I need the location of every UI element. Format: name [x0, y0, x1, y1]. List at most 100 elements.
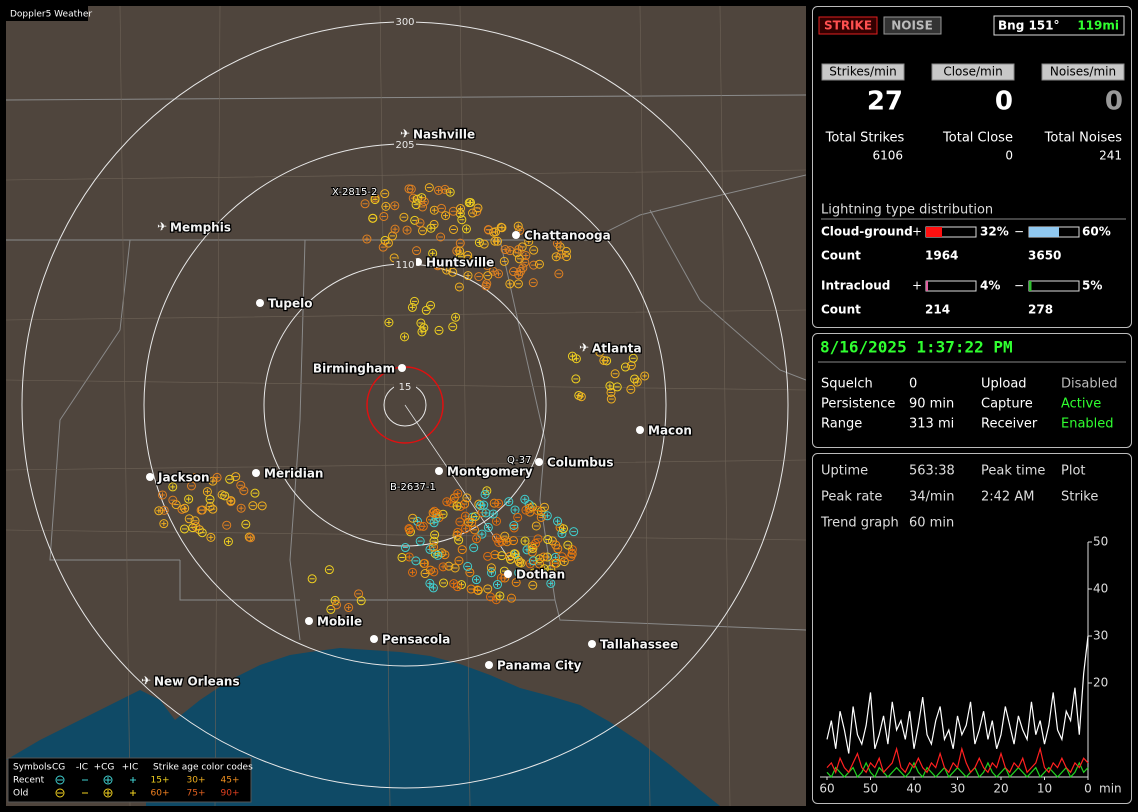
- strike-symbol: [489, 227, 499, 237]
- strike-symbol: [324, 565, 334, 575]
- percent-bar: [926, 227, 942, 237]
- city-name: Macon: [648, 424, 692, 438]
- strike-tag-text: STRIKE: [824, 19, 872, 33]
- legend-title: Symbols: [13, 763, 52, 773]
- strike-symbol: [554, 269, 564, 279]
- rate-header-text: Noises/min: [1050, 65, 1116, 79]
- strike-symbol: [494, 498, 504, 508]
- ring-label: 110: [395, 260, 414, 271]
- strike-symbol: [434, 325, 444, 335]
- minus-sign: −: [1014, 279, 1024, 293]
- bearing: Bng 151°: [998, 19, 1060, 33]
- strike-symbol: [559, 557, 569, 567]
- noise-tag: [883, 16, 942, 35]
- strike-symbol: [452, 501, 462, 511]
- strike-symbol: [244, 532, 254, 542]
- strike-symbol: [479, 239, 489, 249]
- strike-symbol: [502, 537, 512, 547]
- strike-symbol: [344, 603, 354, 613]
- strike-symbol: [516, 558, 526, 568]
- strike-symbol: [428, 248, 438, 258]
- strike-symbol: [483, 225, 493, 235]
- strike-symbol: [384, 317, 394, 327]
- total-value: 6106: [872, 149, 903, 163]
- strike-symbol: [168, 482, 178, 492]
- strike-symbol: [220, 491, 230, 501]
- strike-symbol: [196, 505, 206, 515]
- setting-label: Receiver: [981, 417, 1038, 432]
- strike-symbol: [451, 312, 461, 322]
- strike-symbol: [628, 353, 638, 363]
- strike-symbol: [415, 218, 425, 228]
- state-border: [6, 174, 806, 241]
- strike-symbol: [514, 568, 524, 578]
- strike-symbol: [448, 267, 458, 277]
- strike-symbol: [513, 555, 523, 565]
- strike-symbol: [514, 254, 524, 264]
- total-value: 241: [1099, 149, 1122, 163]
- count-value: 214: [925, 303, 950, 317]
- strike-symbol: [496, 573, 506, 583]
- strike-symbol: [429, 205, 439, 215]
- setting-label: Persistence: [821, 397, 895, 412]
- strike-symbol: [418, 226, 428, 236]
- strike-symbol: [432, 260, 442, 270]
- stat-text: 563:38: [909, 464, 955, 479]
- strike-symbol: [528, 543, 538, 553]
- strike-symbol: [531, 521, 541, 531]
- strike-layer: [154, 183, 650, 614]
- city-dot: [435, 467, 443, 475]
- stat-text: Peak rate: [821, 490, 882, 505]
- x-tick-label: 60: [819, 782, 834, 796]
- strike-symbol: [536, 512, 546, 522]
- strike-symbol: [612, 382, 622, 392]
- strike-symbol: [404, 525, 414, 535]
- strike-symbol: [400, 543, 410, 553]
- map-title: Doppler5 Weather: [10, 10, 92, 20]
- strike-symbol: [225, 474, 235, 484]
- rate-header-text: Close/min: [943, 65, 1002, 79]
- strike-symbol: [408, 567, 418, 577]
- ring-label: 300: [395, 17, 414, 28]
- city-name: Columbus: [547, 456, 614, 470]
- city-name: Tupelo: [268, 297, 313, 311]
- strike-symbol: [445, 187, 455, 197]
- legend-age: 30+: [187, 776, 206, 786]
- ring-label-bg: [394, 259, 416, 271]
- trend-line: [826, 635, 1089, 754]
- strike-symbol: [332, 600, 342, 610]
- strike-symbol: [471, 575, 481, 585]
- city-name: New Orleans: [154, 675, 240, 689]
- strike-symbol: [362, 234, 372, 244]
- strike-tag: [818, 16, 878, 35]
- strike-symbol: [525, 559, 535, 569]
- x-tick-label: 30: [950, 782, 965, 796]
- strike-symbol: [194, 525, 204, 535]
- city-dot: [485, 661, 493, 669]
- strike-symbol: [571, 374, 581, 384]
- strike-symbol: [463, 271, 473, 281]
- strike-symbol: [222, 520, 232, 530]
- strike-symbol: [466, 584, 476, 594]
- stat-text: Uptime: [821, 464, 868, 479]
- city-dot: [504, 570, 512, 578]
- type-name: Intracloud: [821, 279, 890, 293]
- strike-symbol: [425, 578, 435, 588]
- strike-symbol: [420, 558, 430, 568]
- y-tick-label: 30: [1093, 629, 1108, 643]
- strike-symbol: [482, 260, 492, 270]
- strike-symbol: [426, 300, 436, 310]
- strike-symbol: [236, 503, 246, 513]
- legend-symbol: +CG: [94, 763, 115, 773]
- strike-symbol: [205, 502, 215, 512]
- strike-symbol: [482, 279, 492, 289]
- strike-symbol: [493, 236, 503, 246]
- setting-value: Disabled: [1061, 377, 1117, 392]
- strike-symbol: [454, 556, 464, 566]
- strike-symbol: [159, 519, 169, 529]
- strike-symbol: [404, 552, 414, 562]
- strike-symbol: [413, 516, 423, 526]
- airport-icon: ✈: [141, 674, 151, 688]
- legend-symbol: -CG: [49, 763, 66, 773]
- strike-symbol: [487, 568, 497, 578]
